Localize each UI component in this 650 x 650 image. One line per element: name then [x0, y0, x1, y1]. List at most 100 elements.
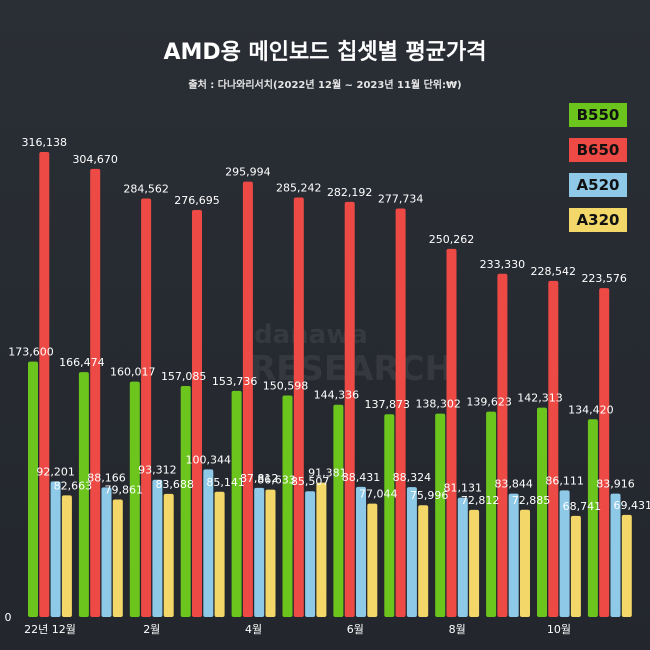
- data-label-a320-3: 85,141: [206, 476, 245, 489]
- data-label-a320-2: 83,688: [155, 478, 194, 491]
- data-label-a520-7: 88,324: [393, 471, 432, 484]
- data-label-b550-11: 134,420: [568, 403, 614, 416]
- bar-a520-1: [101, 487, 112, 617]
- bar-a520-11: [610, 493, 621, 617]
- bar-a320-10: [570, 515, 581, 617]
- bar-a520-9: [508, 493, 519, 617]
- data-label-b650-2: 284,562: [123, 182, 169, 195]
- data-label-b650-0: 316,138: [22, 136, 68, 149]
- data-label-b650-10: 228,542: [531, 265, 577, 278]
- bar-a520-0: [50, 481, 61, 617]
- bar-a320-2: [163, 493, 174, 617]
- bar-b650-6: [344, 201, 355, 618]
- bar-b550-8: [435, 413, 446, 617]
- data-label-b650-3: 276,695: [174, 194, 220, 207]
- bar-b650-0: [39, 152, 50, 617]
- bar-a520-7: [406, 487, 417, 617]
- bar-a320-1: [112, 499, 123, 617]
- bar-a320-6: [367, 503, 378, 617]
- bar-a320-3: [214, 491, 225, 617]
- data-label-a520-9: 83,844: [494, 478, 533, 491]
- data-label-a520-0: 92,201: [36, 465, 75, 478]
- data-label-a520-4: 87,812: [240, 472, 279, 485]
- legend-item-b550: B550: [569, 103, 627, 127]
- bar-a320-0: [61, 495, 72, 617]
- data-label-b650-9: 233,330: [480, 258, 526, 271]
- bar-a320-8: [469, 509, 480, 617]
- bar-b550-7: [384, 414, 395, 617]
- legend-item-b650: B650: [569, 138, 627, 162]
- x-tick-label-10: 10월: [547, 623, 571, 636]
- bar-a320-4: [265, 489, 276, 617]
- data-label-a320-4: 86,633: [257, 474, 296, 487]
- bar-b650-10: [548, 280, 559, 617]
- data-label-b550-8: 138,302: [415, 398, 461, 411]
- data-label-a320-10: 68,741: [563, 500, 602, 513]
- data-label-a520-11: 83,916: [596, 478, 635, 491]
- bar-a320-11: [621, 514, 632, 617]
- bar-b650-1: [90, 168, 101, 617]
- data-label-b650-7: 277,734: [378, 192, 424, 205]
- bar-a520-5: [305, 491, 316, 617]
- bar-b650-11: [599, 288, 610, 617]
- data-label-a320-9: 72,885: [512, 494, 551, 507]
- data-label-b550-1: 166,474: [59, 356, 105, 369]
- data-label-b650-5: 285,242: [276, 181, 322, 194]
- data-label-b650-8: 250,262: [429, 233, 475, 246]
- bar-b550-9: [486, 411, 497, 617]
- data-label-b550-0: 173,600: [8, 346, 54, 359]
- bar-b650-9: [497, 273, 508, 617]
- data-label-a520-10: 86,111: [545, 474, 584, 487]
- bar-b650-2: [141, 198, 152, 617]
- bar-a520-10: [559, 490, 570, 617]
- data-label-a520-3: 100,344: [186, 453, 232, 466]
- bar-b650-4: [242, 181, 253, 617]
- data-label-b650-11: 223,576: [581, 272, 627, 285]
- data-label-b550-7: 137,873: [365, 398, 411, 411]
- data-label-a320-7: 75,996: [410, 489, 449, 502]
- data-label-a320-11: 69,431: [614, 499, 650, 512]
- data-label-b650-1: 304,670: [72, 153, 118, 166]
- bar-b550-10: [537, 407, 547, 617]
- bar-b550-5: [282, 395, 293, 617]
- data-label-a520-1: 88,166: [87, 471, 126, 484]
- data-label-a520-2: 93,312: [138, 464, 177, 477]
- data-label-a320-6: 77,044: [359, 488, 398, 501]
- bar-a320-5: [316, 482, 327, 617]
- data-label-b650-6: 282,192: [327, 186, 373, 199]
- bar-a520-8: [457, 497, 468, 617]
- bar-a520-2: [152, 479, 163, 617]
- chart-subtitle: 출처 : 다나와리서치(2022년 12월 ~ 2023년 11월 단위:₩): [188, 80, 462, 91]
- legend-item-a320: A320: [569, 208, 627, 232]
- bar-a320-9: [520, 509, 530, 617]
- bar-b550-2: [129, 381, 140, 617]
- data-label-b550-10: 142,313: [517, 392, 563, 405]
- bar-b550-4: [231, 390, 242, 617]
- data-label-b650-4: 295,994: [225, 166, 271, 179]
- bar-b550-1: [78, 372, 89, 617]
- data-label-a320-5: 91,381: [308, 467, 347, 480]
- chart-legend: B550 B650 A520 A320: [569, 103, 627, 243]
- bar-b650-5: [293, 197, 304, 617]
- bar-b550-3: [180, 385, 191, 617]
- x-tick-label-6: 6월: [347, 623, 364, 636]
- legend-item-a520: A520: [569, 173, 627, 197]
- x-tick-label-4: 4월: [245, 623, 262, 636]
- x-tick-label-8: 8월: [449, 623, 466, 636]
- bar-b550-6: [333, 404, 344, 617]
- data-label-a320-8: 72,812: [461, 494, 500, 507]
- bar-b550-11: [587, 419, 598, 617]
- data-label-b550-9: 139,623: [466, 396, 512, 409]
- data-label-b550-2: 160,017: [110, 366, 156, 379]
- bar-b650-8: [446, 248, 457, 618]
- data-label-a520-8: 81,131: [444, 482, 483, 495]
- bar-b650-7: [395, 208, 406, 617]
- y-axis-zero-label: 0: [5, 611, 12, 624]
- bar-b650-3: [192, 210, 202, 617]
- bar-a520-6: [356, 486, 366, 617]
- data-label-b550-3: 157,085: [161, 370, 207, 383]
- data-label-a520-6: 88,431: [342, 471, 381, 484]
- bar-a320-7: [418, 505, 429, 617]
